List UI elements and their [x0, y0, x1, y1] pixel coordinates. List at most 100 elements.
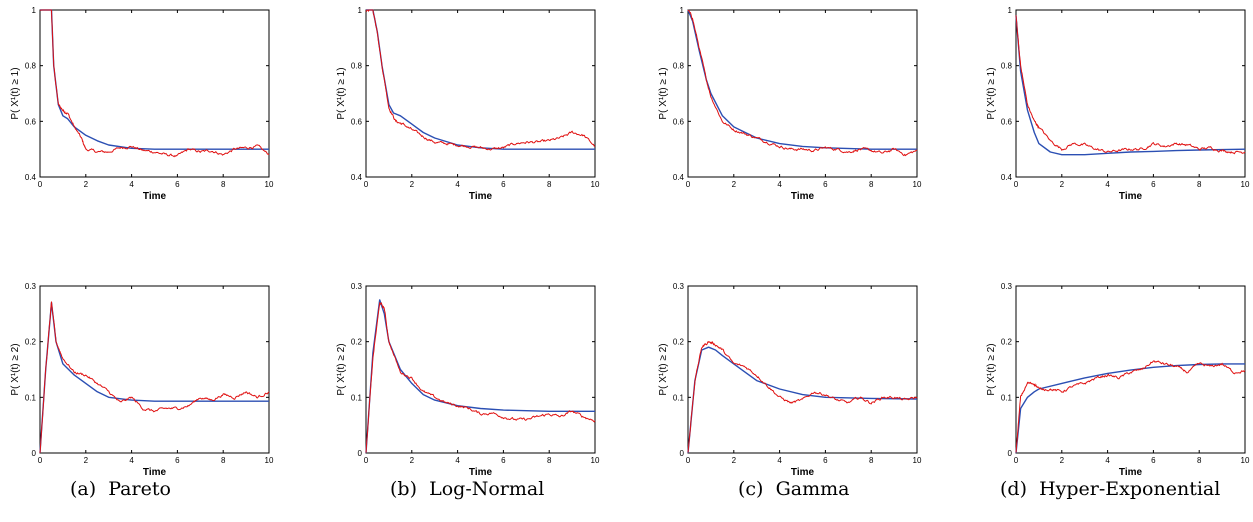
simulation-line — [39, 301, 270, 454]
model-line — [1015, 15, 1246, 156]
y-tick-label: 0.4 — [1001, 173, 1013, 182]
axes-box — [365, 9, 596, 178]
x-tick-label: 10 — [591, 456, 600, 465]
x-tick-label: 8 — [869, 180, 874, 189]
simulation-line — [365, 9, 596, 151]
y-tick-label: 0 — [1008, 449, 1013, 458]
y-tick-label: 0.2 — [673, 338, 685, 347]
x-axis-label: Time — [143, 467, 167, 478]
model-line — [39, 302, 269, 454]
y-axis-label: P( X¹(t) ≥ 1) — [10, 67, 21, 119]
caption-b: (b) Log-Normal — [390, 478, 545, 500]
panel-d-bottom: 0 2 4 6 8 10 0 0.1 0.2 0.3 Time P( X¹(t) ≥ 2) — [986, 282, 1250, 478]
x-axis-label: Time — [1119, 467, 1143, 478]
y-axis-label: P( X¹(t) ≥ 2) — [336, 343, 347, 395]
x-tick-label: 0 — [38, 456, 43, 465]
panel-a-top: 0 2 4 6 8 10 0.4 0.6 0.8 1 Time P( X¹(t) ≥ 1) — [10, 6, 274, 202]
x-tick-label: 10 — [591, 180, 600, 189]
y-tick-label: 0.1 — [673, 393, 685, 402]
x-tick-label: 2 — [1060, 180, 1065, 189]
x-tick-label: 0 — [1014, 180, 1019, 189]
simulation-line — [39, 9, 270, 158]
x-axis-label: Time — [143, 191, 167, 202]
y-tick-label: 0.8 — [25, 62, 37, 71]
axes-box — [687, 285, 918, 454]
x-tick-label: 4 — [1105, 180, 1110, 189]
y-tick-label: 0.2 — [351, 338, 363, 347]
y-tick-label: 1 — [1008, 6, 1013, 15]
x-tick-label: 2 — [732, 180, 737, 189]
y-tick-label: 0.3 — [25, 282, 37, 291]
simulation-line — [687, 9, 918, 157]
y-tick-label: 0 — [680, 449, 685, 458]
x-tick-label: 10 — [913, 180, 922, 189]
x-tick-label: 0 — [686, 456, 691, 465]
y-tick-label: 1 — [32, 6, 37, 15]
x-tick-label: 0 — [364, 456, 369, 465]
panel-a-bottom: 0 2 4 6 8 10 0 0.1 0.2 0.3 Time P( X¹(t) ≥ 2) — [10, 282, 274, 478]
y-tick-label: 0 — [32, 449, 37, 458]
x-tick-label: 4 — [777, 456, 782, 465]
x-tick-label: 2 — [410, 180, 415, 189]
y-tick-label: 1 — [680, 6, 685, 15]
x-tick-label: 8 — [221, 180, 226, 189]
caption-c: (c) Gamma — [738, 478, 850, 500]
x-tick-label: 4 — [1105, 456, 1110, 465]
y-tick-label: 0.2 — [25, 338, 37, 347]
y-tick-label: 0.6 — [1001, 117, 1013, 126]
caption-a: (a) Pareto — [70, 478, 171, 500]
y-tick-label: 0 — [358, 449, 363, 458]
y-axis-label: P( X¹(t) ≥ 2) — [10, 343, 21, 395]
x-tick-label: 4 — [455, 456, 460, 465]
x-tick-label: 0 — [686, 180, 691, 189]
axes-box — [365, 285, 596, 454]
x-tick-label: 2 — [410, 456, 415, 465]
model-line — [366, 9, 595, 150]
x-tick-label: 8 — [1197, 180, 1202, 189]
x-tick-label: 2 — [732, 456, 737, 465]
axes-box — [687, 9, 918, 178]
panel-d-top: 0 2 4 6 8 10 0.4 0.6 0.8 1 Time P( X¹(t) ≥ 1) — [986, 6, 1250, 202]
x-tick-label: 4 — [129, 180, 134, 189]
y-axis-label: P( X¹(t) ≥ 1) — [986, 67, 997, 119]
x-axis-label: Time — [469, 467, 493, 478]
x-tick-label: 6 — [1151, 180, 1156, 189]
y-tick-label: 0.3 — [673, 282, 685, 291]
x-tick-label: 6 — [823, 180, 828, 189]
x-tick-label: 10 — [265, 180, 274, 189]
y-tick-label: 0.1 — [351, 393, 363, 402]
y-tick-label: 0.1 — [1001, 393, 1013, 402]
x-tick-label: 4 — [129, 456, 134, 465]
x-tick-label: 2 — [1060, 456, 1065, 465]
simulation-line — [1015, 360, 1246, 453]
x-tick-label: 4 — [777, 180, 782, 189]
x-axis-label: Time — [469, 191, 493, 202]
axes-box — [39, 285, 270, 454]
x-tick-label: 10 — [1241, 456, 1250, 465]
y-tick-label: 0.8 — [1001, 62, 1013, 71]
y-tick-label: 0.8 — [351, 62, 363, 71]
model-line — [365, 299, 595, 454]
x-tick-label: 8 — [221, 456, 226, 465]
x-tick-label: 6 — [501, 180, 506, 189]
x-tick-label: 2 — [84, 180, 89, 189]
x-tick-label: 8 — [547, 180, 552, 189]
model-line — [687, 9, 917, 150]
y-tick-label: 0.6 — [673, 117, 685, 126]
y-tick-label: 1 — [358, 6, 363, 15]
x-tick-label: 2 — [84, 456, 89, 465]
y-axis-label: P( X¹(t) ≥ 1) — [336, 67, 347, 119]
y-tick-label: 0.4 — [351, 173, 363, 182]
x-tick-label: 6 — [1151, 456, 1156, 465]
x-tick-label: 0 — [364, 180, 369, 189]
x-tick-label: 10 — [913, 456, 922, 465]
y-axis-label: P( X¹(t) ≥ 1) — [658, 67, 669, 119]
x-tick-label: 6 — [501, 456, 506, 465]
y-tick-label: 0.3 — [1001, 282, 1013, 291]
y-axis-label: P( X¹(t) ≥ 2) — [986, 343, 997, 395]
panel-c-bottom: 0 2 4 6 8 10 0 0.1 0.2 0.3 Time P( X¹(t) ≥ 2) — [658, 282, 922, 478]
model-line — [687, 346, 918, 454]
x-axis-label: Time — [791, 191, 815, 202]
x-tick-label: 0 — [1014, 456, 1019, 465]
